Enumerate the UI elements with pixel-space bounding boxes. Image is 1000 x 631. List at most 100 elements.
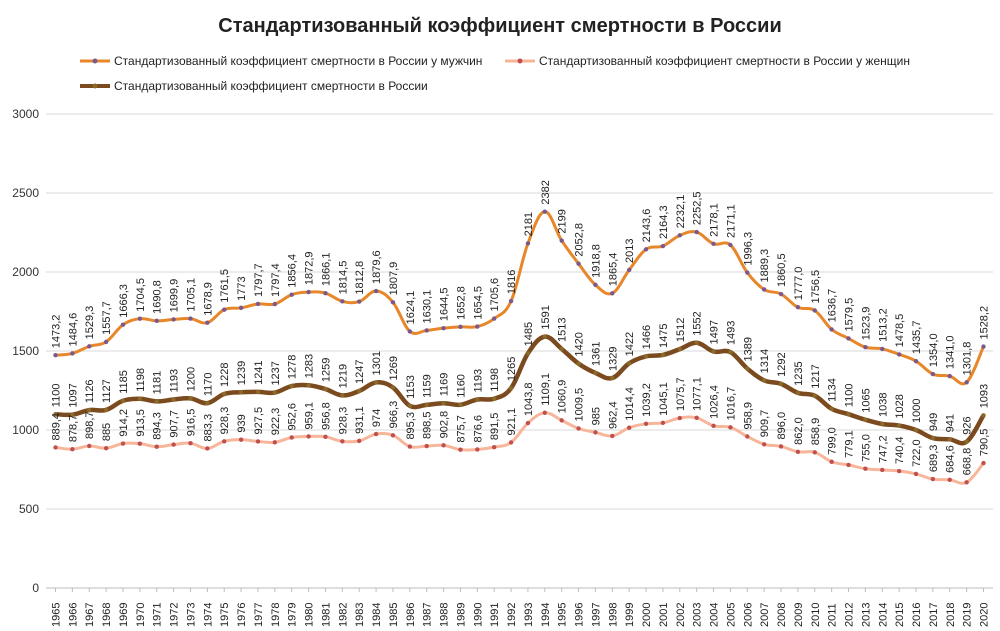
data-point-total [896,423,902,428]
data-label-total: 1241 [253,360,265,384]
data-label-total: 1126 [84,379,96,403]
x-tick-label: 1994 [540,603,552,627]
data-label-women: 883,3 [202,414,214,442]
data-label-total: 1485 [523,322,535,346]
data-point-total [87,407,92,413]
data-label-women: 1109,1 [540,373,552,406]
data-label-men: 1797,4 [270,263,282,297]
data-label-total: 1278 [287,355,299,379]
x-tick-label: 1983 [354,603,366,627]
data-label-total: 1361 [590,341,602,365]
x-tick-label: 1973 [185,603,197,627]
data-label-total: 1097 [67,383,79,407]
x-tick-label: 1999 [624,603,636,627]
legend-label-women: Стандартизованный коэффициент смертности… [539,54,910,68]
x-tick-label: 2018 [945,603,957,627]
data-point-men [981,344,986,349]
data-point-men [677,233,682,238]
x-tick-label: 1971 [152,603,164,627]
data-point-men [222,307,227,312]
data-point-women [677,415,682,421]
data-label-women: 898,7 [84,411,96,439]
data-point-men [205,320,210,325]
data-point-women [340,439,345,444]
data-label-total: 1228 [219,362,231,386]
data-point-women [357,438,362,444]
data-label-men: 1705,1 [185,278,197,312]
data-label-men: 1761,5 [219,269,231,303]
data-point-women [390,433,396,438]
data-point-women [171,442,176,447]
data-label-total: 949 [928,413,940,431]
data-point-men [761,287,767,292]
x-tick-label: 2015 [894,603,906,627]
data-point-women [778,444,784,449]
data-label-women: 722,0 [911,439,923,467]
data-point-women [728,425,733,430]
data-point-women [643,421,649,427]
data-label-women: 1045,1 [658,382,670,416]
data-label-total: 1193 [472,369,484,393]
data-label-men: 2143,6 [641,209,653,243]
data-point-total [542,334,548,339]
data-label-women: 1043,8 [523,382,535,416]
data-point-women [289,435,294,440]
data-label-total: 1127 [101,379,113,403]
legend-label-total: Стандартизованный коэффициент смертности… [114,79,428,93]
data-point-women [896,468,902,474]
data-point-men [694,229,699,235]
data-point-women [238,437,244,442]
data-label-men: 2252,5 [692,191,704,225]
x-tick-label: 2017 [928,603,940,627]
data-label-women: 927,5 [253,407,265,435]
x-tick-label: 1970 [135,603,147,627]
data-point-men [576,261,581,266]
data-label-men: 2382 [540,180,552,204]
data-label-women: 1039,2 [641,383,653,417]
data-point-women [761,442,767,447]
data-label-women: 966,3 [388,401,400,429]
data-point-men [610,291,615,296]
data-point-women [222,439,227,444]
data-point-men [137,316,143,321]
data-label-men: 1354,0 [928,333,940,367]
data-point-total [508,385,514,391]
data-label-men: 1654,5 [472,286,484,320]
data-label-total: 1100 [844,384,856,408]
x-tick-label: 2014 [877,603,889,627]
data-label-women: 790,5 [979,429,991,457]
data-point-total [863,417,868,422]
data-label-total: 1513 [557,317,569,341]
data-label-total: 1198 [135,368,147,392]
data-label-total: 1153 [405,375,417,399]
data-label-women: 902,8 [439,411,451,439]
x-tick-label: 1996 [574,603,586,627]
data-point-total [424,402,429,408]
x-tick-label: 1981 [320,603,332,627]
data-label-total: 1552 [692,311,704,335]
data-label-women: 862,0 [793,417,805,445]
data-point-women [542,410,548,415]
data-point-women [323,434,328,440]
data-label-women: 931,1 [354,406,366,434]
data-label-men: 2164,3 [658,205,670,239]
data-label-total: 1591 [540,305,552,329]
data-label-men: 1777,0 [793,267,805,301]
y-tick-label: 2500 [12,186,39,200]
data-point-men [373,288,379,294]
data-label-men: 1705,6 [489,278,501,312]
data-point-men [525,241,531,246]
data-point-total [913,427,919,433]
data-point-men [475,324,480,329]
data-point-total [70,412,75,417]
data-point-total [694,340,699,345]
data-point-women [508,440,514,445]
x-tick-label: 2010 [810,603,822,627]
data-label-total: 1466 [641,325,653,349]
data-label-total: 1217 [810,364,822,388]
data-point-men [424,328,429,333]
data-point-men [542,209,548,214]
data-label-women: 907,7 [169,410,181,438]
data-label-women: 959,1 [304,402,316,430]
x-tick-label: 1989 [455,603,467,627]
